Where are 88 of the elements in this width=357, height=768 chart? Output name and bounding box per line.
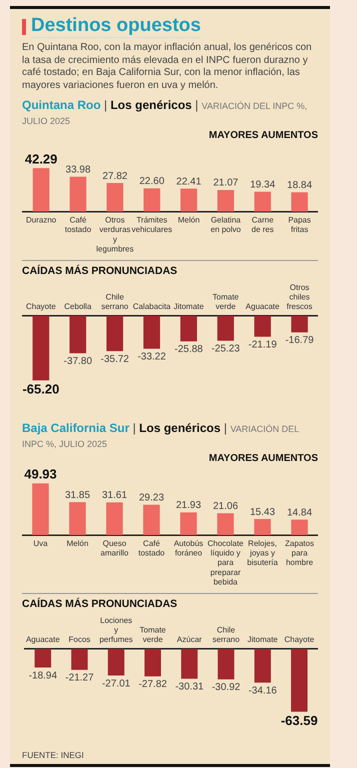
data-label: -25.88 [174,344,204,356]
text: Baja California Sur | Los genéricos | VARIACIÓN DEL INPC %, JULIO 2025 [22,421,299,449]
data-label: 31.85 [64,490,90,501]
x-tick-label: Focos [68,635,90,644]
bar [217,513,234,535]
source-note: FUENTE: INEGI [22,750,85,760]
x-tick-label: Lociones y perfumes [99,616,133,644]
data-label: -27.82 [138,679,168,690]
data-label: -33.22 [138,351,166,362]
x-tick-label: Autobús foráneo [174,539,204,558]
x-tick-label: Relojes, joyas y bisutería [247,539,278,568]
x-tick-label: Otros chiles frescos [286,283,312,312]
data-label: 22.60 [139,176,165,188]
data-label: 31.61 [102,490,128,502]
text: MAYORES AUMENTOS [208,453,318,464]
x-tick-label: Uva [33,539,48,548]
x-tick-label: Tomate verde [212,292,240,312]
x-tick-label: Chocolate líquido y para preparar bebida [207,539,244,586]
x-tick-label: Durazno [26,216,57,225]
chart-subtitle: En Quintana Roo, con la mayor inflación anual, los genéricos con la tasa de crecimiento más elevada en el INPC fueron durazno y café tostado; en Baja California Sur, con la menor inflación, las mayores variaciones fueron en uva y melón. [22,42,313,92]
bar [32,483,49,535]
bar [106,183,124,212]
x-tick-label: Carne de res [252,216,274,234]
bar [291,192,308,212]
x-tick-label: Jitomate [174,302,204,312]
data-label: -25.23 [211,344,240,355]
data-label: -30.92 [212,682,241,694]
bar [291,520,308,535]
x-tick-label: Gelatina en polvo [210,216,242,234]
data-label: -30.31 [175,682,204,693]
x-tick-label: Chile serrano [101,292,129,312]
bar [144,188,160,212]
bar [217,190,234,212]
x-tick-label: Cebolla [64,302,92,312]
data-label: -21.27 [65,672,94,684]
bar [32,168,50,212]
chart-title: CAÍDAS MÁS PRONUNCIADAS [22,593,318,610]
x-tick-label: Papas fritas [288,216,311,234]
x-tick-label: Melón [66,539,88,548]
bar [143,504,160,535]
data-label: 42.29 [24,151,58,166]
data-label: 15.43 [250,506,276,518]
x-tick-label: Café tostado [64,216,92,234]
data-label: 33.98 [66,164,91,176]
data-label: 21.93 [176,500,202,512]
text: MAYORES AUMENTOS [208,130,318,141]
bar [106,502,123,535]
data-label: 49.93 [24,466,57,482]
bar [254,519,271,535]
bar [70,176,86,212]
data-label: 19.34 [250,179,276,190]
data-label: 27.82 [102,170,128,182]
x-tick-label: Aguacate [246,302,280,312]
data-label: -34.16 [248,685,278,696]
data-label: 21.06 [212,500,238,512]
chart-title: CAÍDAS MÁS PRONUNCIADAS [22,260,318,277]
x-tick-label: Melón [178,216,200,225]
x-tick-label: Tomate verde [140,626,166,644]
x-tick-label: Azúcar [176,635,202,644]
data-label: -35.72 [100,354,130,365]
bar [180,188,198,212]
data-label: -65.20 [22,381,60,396]
x-tick-label: Zapatos para hombre [285,539,314,568]
x-tick-label: Chayote [26,302,56,312]
x-tick-label: Chile serrano [212,626,240,644]
bar [69,502,86,535]
data-label: 14.84 [286,507,312,518]
data-label: -16.79 [285,335,314,346]
data-label: -27.01 [102,678,131,690]
x-tick-label: Queso amarillo [100,539,130,558]
x-tick-label: Aguacate [26,635,60,644]
data-label: -37.80 [64,356,92,367]
bar [254,192,271,212]
data-label: -63.59 [280,712,318,728]
chart-title: Destinos opuestos [31,15,201,38]
x-tick-label: Café tostado [138,539,166,558]
x-tick-label: Chayote [284,635,315,644]
data-label: 21.07 [213,178,239,189]
data-label: -18.94 [28,670,58,682]
text: Quintana Roo | Los genéricos | VARIACIÓN DEL INPC %, JULIO 2025 [22,98,308,126]
x-tick-label: Calabacita [132,302,172,312]
data-label: 18.84 [287,180,312,192]
bar [180,512,197,535]
x-tick-label: Trámites vehiculares [132,216,172,234]
data-label: 22.41 [176,176,202,188]
x-tick-label: Jitomate [248,635,278,644]
data-label: -21.19 [248,340,278,351]
data-label: 29.23 [138,492,164,504]
